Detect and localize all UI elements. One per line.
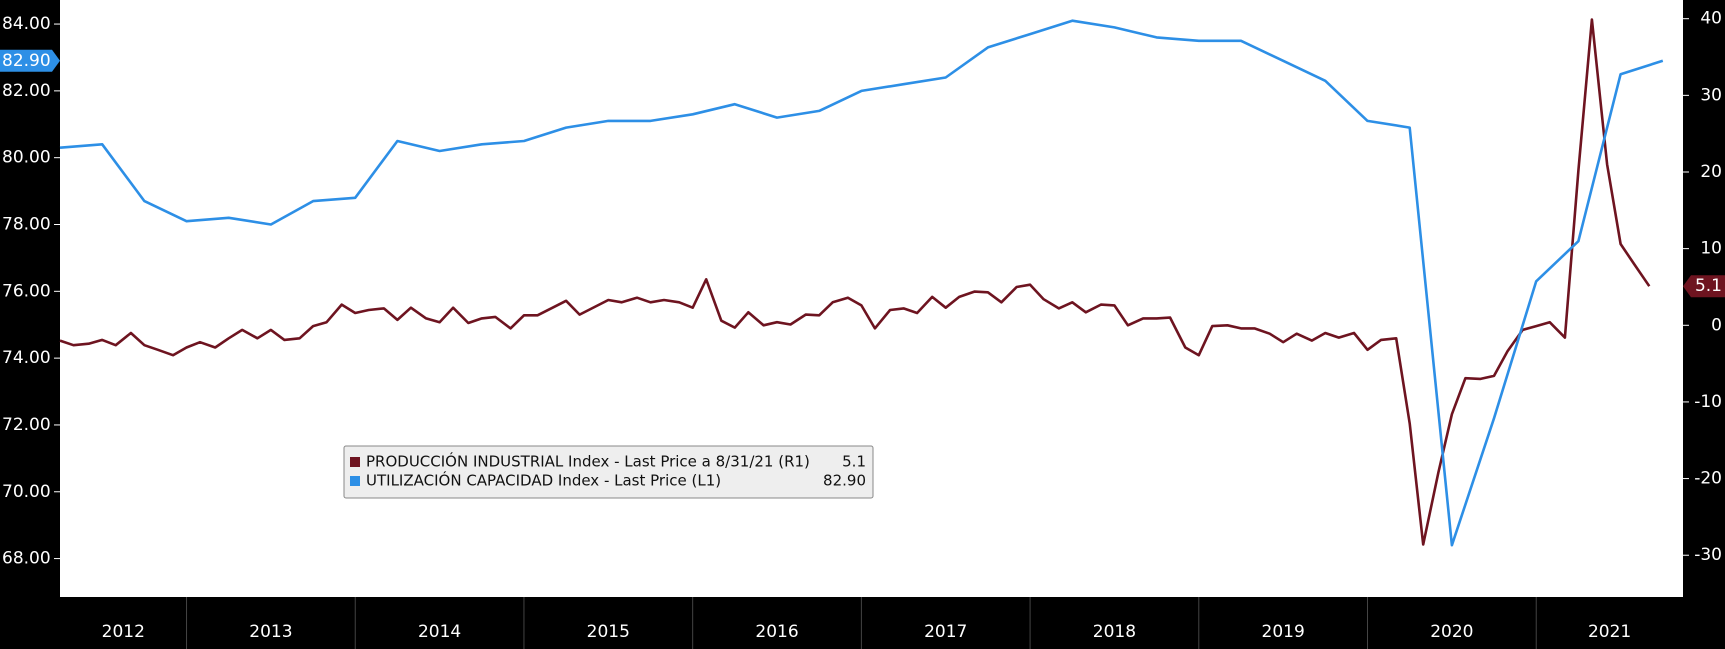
data-line	[59, 19, 1664, 547]
y2-tick-label: -30	[1694, 545, 1722, 565]
y2-tick-label: -10	[1694, 392, 1722, 412]
legend-box	[343, 445, 874, 499]
y-tick-label: 70.00	[2, 482, 51, 502]
y-tick-label: 78.00	[2, 215, 51, 235]
y2-tick-label: 30	[1700, 85, 1722, 105]
x-tick-label: 2015	[587, 622, 630, 642]
legend-swatch	[350, 476, 360, 486]
legend: PRODUCCIÓN INDUSTRIAL Index - Last Price…	[343, 445, 874, 499]
x-tick-label: 2012	[102, 622, 145, 642]
y-tick-label: 82.00	[2, 81, 51, 101]
x-tick-label: 2017	[924, 622, 967, 642]
last-value-tag	[0, 49, 60, 72]
legend-value: 5.1	[842, 453, 866, 471]
y-tick-label: 68.00	[2, 549, 51, 569]
y-tick-label: 84.00	[2, 14, 51, 34]
data-line	[59, 18, 1651, 546]
y-tick-label: 74.00	[2, 348, 51, 368]
x-tick-label: 2018	[1093, 622, 1136, 642]
x-tick-label: 2020	[1430, 622, 1473, 642]
last-value-tag	[1683, 275, 1725, 298]
legend-label: PRODUCCIÓN INDUSTRIAL Index - Last Price…	[366, 452, 810, 471]
x-tick-label: 2021	[1588, 622, 1631, 642]
last-value-label: 82.90	[2, 51, 51, 71]
y2-tick-label: 0	[1711, 315, 1722, 335]
y2-tick-label: 40	[1700, 9, 1722, 29]
y2-tick-label: 10	[1700, 239, 1722, 259]
y-tick-label: 80.00	[2, 148, 51, 168]
legend-label: UTILIZACIÓN CAPACIDAD Index - Last Price…	[366, 471, 721, 490]
x-tick-label: 2013	[249, 622, 292, 642]
legend-swatch	[350, 457, 360, 467]
legend-value: 82.90	[823, 472, 866, 490]
y-tick-label: 76.00	[2, 281, 51, 301]
y2-tick-label: -20	[1694, 469, 1722, 489]
y2-tick-label: 20	[1700, 162, 1722, 182]
y-tick-label: 72.00	[2, 415, 51, 435]
x-tick-label: 2019	[1262, 622, 1305, 642]
x-tick-label: 2016	[755, 622, 798, 642]
last-value-label: 5.1	[1695, 276, 1722, 296]
x-tick-label: 2014	[418, 622, 461, 642]
